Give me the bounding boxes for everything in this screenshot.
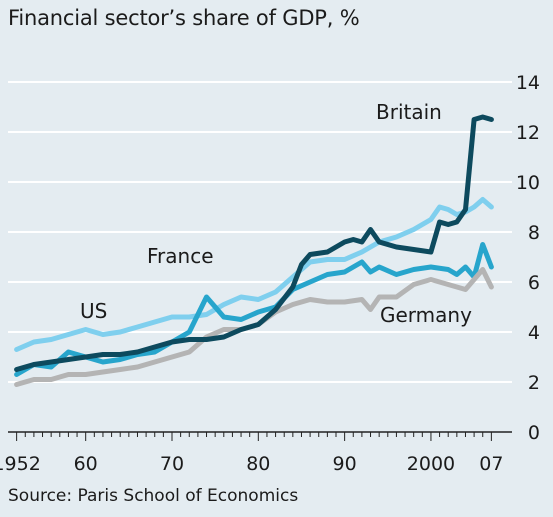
series-lines [14,114,494,387]
y-tick-label: 8 [528,222,540,244]
label-france: France [147,244,214,268]
x-tick-label: 1952 [0,453,41,475]
x-tick-label: 2000 [407,453,455,475]
x-tick-label: 90 [333,453,357,475]
x-tick-label: 70 [160,453,184,475]
label-britain: Britain [376,100,442,124]
y-tick-label: 10 [516,172,540,194]
label-us: US [80,299,107,323]
y-axis: 0 2 4 6 8 10 12 14 [516,72,540,444]
x-tick-label: 60 [74,453,98,475]
x-tick-label: 07 [479,453,503,475]
x-axis: 1952 60 70 80 90 2000 07 [0,432,503,475]
y-tick-label: 6 [528,272,540,294]
y-tick-label: 0 [528,422,540,444]
chart-title: Financial sector’s share of GDP, % [8,6,360,30]
series-line-us [14,197,494,352]
series-line-france [14,242,494,377]
y-tick-label: 14 [516,72,540,94]
source-note: Source: Paris School of Economics [8,486,299,506]
label-germany: Germany [380,303,472,327]
x-tick-label: 80 [246,453,270,475]
series-line-britain [14,114,494,372]
y-tick-label: 12 [516,122,540,144]
y-tick-label: 4 [528,322,540,344]
y-tick-label: 2 [528,372,540,394]
